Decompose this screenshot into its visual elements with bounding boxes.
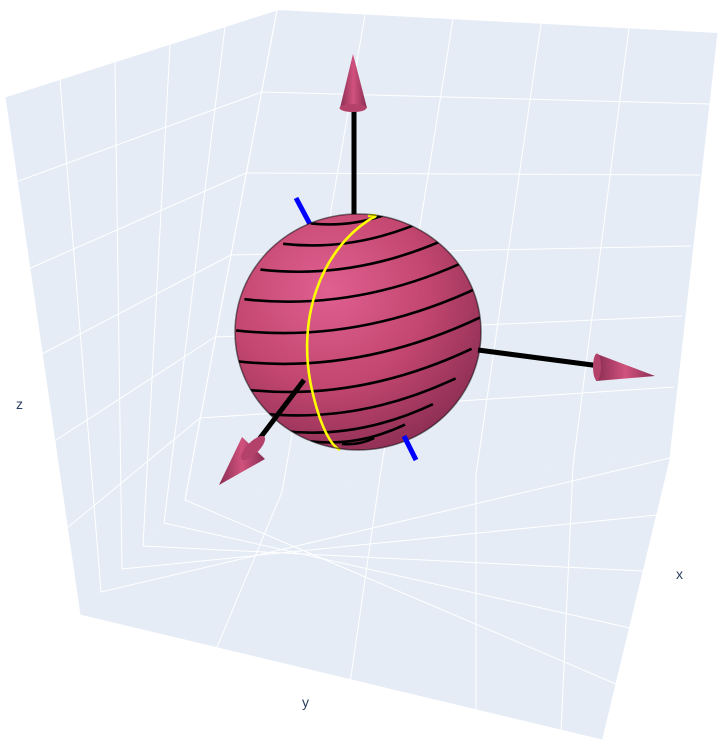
coil-turn <box>260 377 457 417</box>
coil-turn <box>310 423 406 444</box>
coil-turn <box>282 403 434 434</box>
coil-turn <box>244 347 473 394</box>
y-axis-line <box>252 378 306 448</box>
z-axis-label: z <box>16 396 23 412</box>
coil-turn <box>341 436 375 446</box>
x-axis-line <box>477 347 601 369</box>
y-axis-arrowhead <box>219 435 266 485</box>
coil-turn <box>310 214 406 226</box>
coil-turn <box>235 316 481 366</box>
y-axis-label: y <box>302 694 309 710</box>
coil-turn <box>244 257 473 303</box>
spin-axis-lower <box>401 434 419 462</box>
coil-lines <box>235 214 481 446</box>
coil-turn <box>260 233 457 274</box>
meridian-line <box>305 216 373 452</box>
x-axis-label: x <box>676 566 683 582</box>
coil-turn <box>235 285 481 335</box>
x-axis-arrowhead <box>593 353 655 381</box>
z-axis-arrowhead <box>339 54 367 112</box>
